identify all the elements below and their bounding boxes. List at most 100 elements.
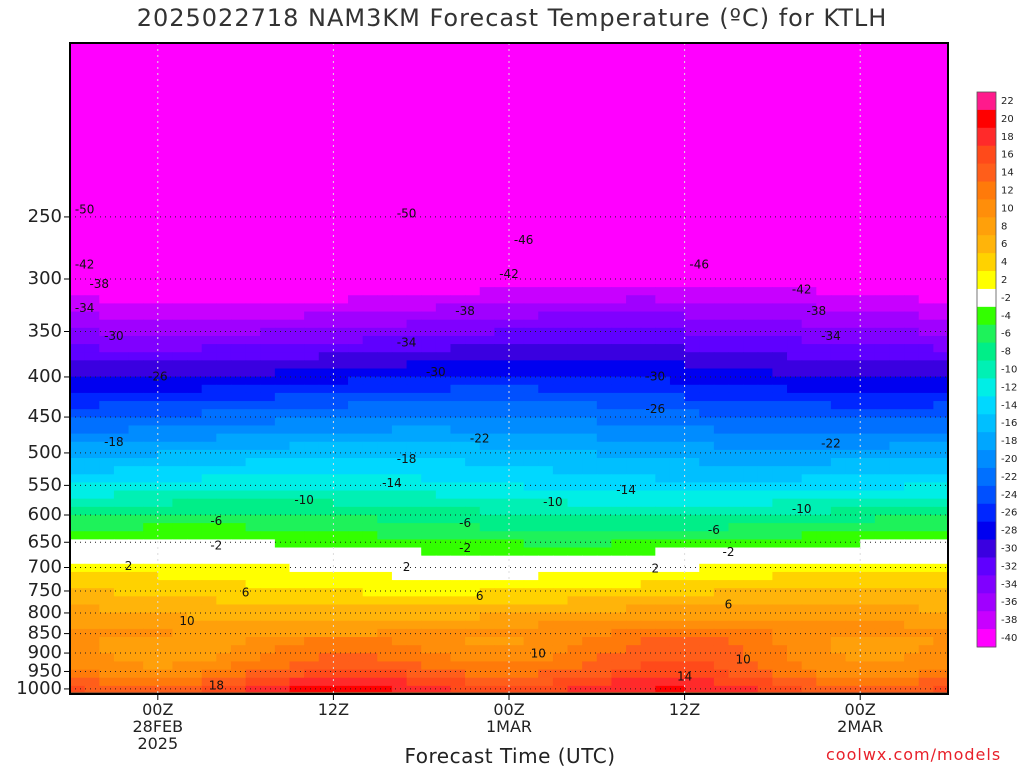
contour-label: 6: [476, 589, 484, 603]
colorbar-swatch: [977, 109, 996, 129]
x-tick-label: 12Z: [669, 700, 700, 719]
contour-label: -6: [210, 514, 222, 528]
colorbar-label: 6: [1001, 239, 1007, 250]
contour-label: -2: [459, 541, 471, 555]
colorbar-swatch: [977, 235, 996, 254]
x-tick-label: 2MAR: [837, 717, 883, 736]
contour-label: 10: [531, 647, 546, 661]
contour-label: -42: [792, 283, 812, 297]
contour-label: -14: [616, 483, 636, 497]
colorbar-label: -20: [1001, 454, 1017, 465]
colorbar-swatch: [977, 539, 996, 558]
y-axis: 2503003504004505005506006507007508008509…: [16, 206, 70, 699]
colorbar-label: 20: [1001, 114, 1014, 125]
contour-label: -50: [75, 203, 95, 217]
contour-label: -34: [821, 329, 841, 343]
contour-label: -18: [104, 435, 124, 449]
y-tick-label: 550: [28, 474, 62, 495]
contour-label: 2: [125, 559, 133, 573]
colorbar-swatch: [977, 253, 996, 272]
contour-label: -30: [646, 369, 666, 383]
colorbar-label: 2: [1001, 275, 1007, 286]
contour-label: -34: [397, 335, 417, 349]
colorbar-label: -32: [1001, 561, 1017, 572]
contour-label: -30: [104, 329, 124, 343]
contour-label: 10: [179, 614, 194, 628]
contour-label: -2: [723, 545, 735, 559]
colorbar-label: -38: [1001, 615, 1017, 626]
watermark-link[interactable]: coolwx.com/models: [826, 745, 1002, 764]
x-tick-label: 1MAR: [486, 717, 532, 736]
colorbar-swatch: [977, 199, 996, 218]
x-tick-label: 2025: [137, 734, 178, 753]
chart-title: 2025022718 NAM3KM Forecast Temperature (…: [136, 4, 888, 32]
contour-labels: -50 -50-46-46-42-42-42-38-38 -38-34-34 -34-…: [75, 203, 841, 693]
colorbar-swatch: [977, 593, 996, 612]
colorbar-swatch: [977, 271, 996, 290]
y-tick-label: 650: [28, 531, 62, 552]
contour-label: -6: [459, 516, 471, 530]
colorbar-frame: [976, 91, 997, 648]
colorbar-swatch: [977, 288, 996, 308]
colorbar-label: -10: [1001, 365, 1017, 376]
colorbar-label: 10: [1001, 203, 1014, 214]
y-tick-label: 900: [28, 642, 62, 663]
colorbar-swatch: [977, 306, 996, 326]
contour-label: -46: [689, 258, 709, 272]
contour-label: -38: [455, 304, 475, 318]
colorbar-swatch: [977, 557, 996, 576]
y-tick-label: 750: [28, 580, 62, 601]
colorbar-swatch: [977, 163, 996, 183]
contour-label: -10: [792, 502, 812, 516]
y-tick-label: 400: [28, 366, 62, 387]
colorbar-label: -16: [1001, 418, 1017, 429]
colorbar-swatch: [977, 503, 996, 523]
colorbar-swatch: [977, 360, 996, 379]
contour-label: 6: [725, 598, 733, 612]
contour-label: -14: [382, 476, 402, 490]
colorbar-label: -14: [1001, 400, 1017, 411]
colorbar-label: 16: [1001, 150, 1014, 161]
colorbar-swatch: [977, 342, 996, 362]
contour-label: 18: [209, 679, 224, 693]
x-tick-label: 28FEB: [132, 717, 183, 736]
colorbar-label: -34: [1001, 579, 1017, 590]
y-tick-label: 250: [28, 206, 62, 227]
colorbar-swatch: [977, 521, 996, 541]
colorbar-label: 22: [1001, 96, 1014, 107]
y-tick-label: 300: [28, 268, 62, 289]
contour-label: -38: [806, 304, 826, 318]
grid: [70, 43, 948, 694]
contour-label: -30: [426, 365, 446, 379]
contour-label: -10: [543, 495, 563, 509]
colorbar-label: 18: [1001, 132, 1014, 143]
contour-label: -38: [89, 277, 109, 291]
contour-label: -34: [75, 301, 95, 315]
colorbar-label: -18: [1001, 436, 1017, 447]
colorbar-swatch: [977, 575, 996, 594]
colorbar-swatch: [977, 217, 996, 236]
x-tick-label: 00Z: [845, 700, 876, 719]
colorbar-swatch: [977, 92, 996, 111]
y-tick-label: 1000: [16, 678, 62, 699]
contour-label: -46: [514, 233, 534, 247]
contour-label: 6: [242, 586, 250, 600]
colorbar-label: -22: [1001, 472, 1017, 483]
y-tick-label: 350: [28, 320, 62, 341]
colorbar-swatch: [977, 485, 996, 505]
y-tick-label: 500: [28, 442, 62, 463]
contour-label: -50: [397, 207, 417, 221]
x-tick-label: 12Z: [318, 700, 349, 719]
contour-label: -22: [470, 432, 490, 446]
contour-label: -42: [499, 267, 519, 281]
contour-label: -26: [148, 369, 168, 383]
colorbar-label: 14: [1001, 168, 1014, 179]
y-tick-label: 850: [28, 623, 62, 644]
colorbar: 22 20 18 16 14 12 10 8 6 4 2 -2 -4 -6 -8 -10 -12 -14 -16 -1…: [976, 91, 1017, 648]
colorbar-swatch: [977, 432, 996, 451]
contour-label: 2: [652, 561, 660, 575]
colorbar-swatch: [977, 629, 996, 648]
contour-label: -6: [708, 523, 720, 537]
contour-label: -26: [646, 402, 666, 416]
